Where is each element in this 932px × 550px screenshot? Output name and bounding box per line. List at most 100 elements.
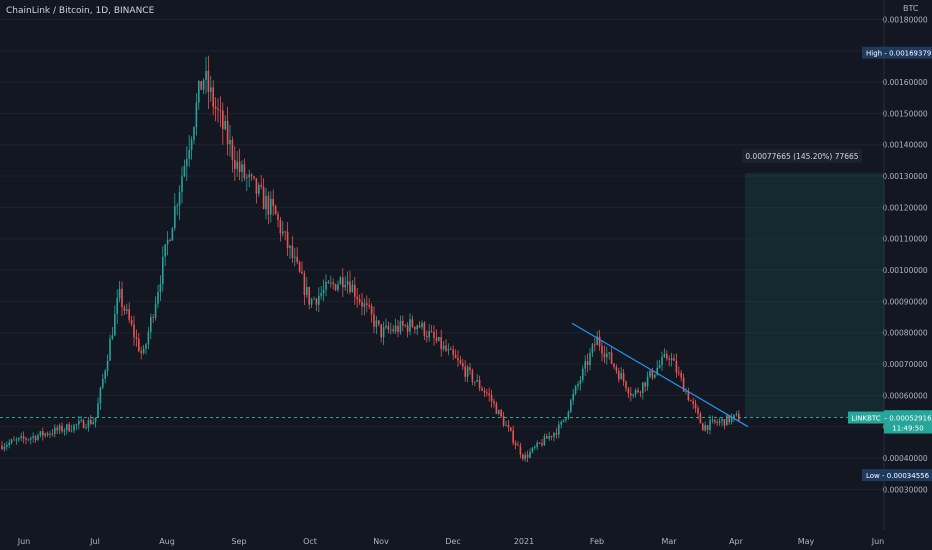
candle-body	[447, 349, 450, 351]
candle-body	[207, 70, 210, 92]
candle-body	[536, 442, 538, 448]
candle-body	[147, 332, 150, 345]
candle-body	[164, 244, 166, 257]
candle-body	[205, 70, 207, 80]
last-price-label: - 0.00052916	[884, 415, 932, 423]
candle-body	[560, 421, 562, 425]
candle-body	[318, 295, 320, 305]
candle-body	[97, 403, 99, 418]
candle-body	[126, 309, 128, 311]
candle-body	[728, 415, 730, 423]
candle-body	[421, 322, 423, 328]
candle-body	[183, 165, 186, 177]
candle-body	[682, 377, 685, 392]
candle-body	[171, 228, 174, 241]
candle-body	[428, 331, 430, 338]
candle-body	[78, 421, 80, 425]
candle-body	[39, 431, 42, 436]
candle-body	[445, 345, 447, 351]
candle-body	[198, 81, 200, 103]
candle-body	[625, 381, 627, 389]
candle-body	[22, 436, 25, 439]
candle-body	[514, 442, 517, 446]
candle-body	[70, 430, 73, 432]
candle-body	[229, 140, 231, 145]
countdown-label: 11:49:50	[892, 425, 923, 433]
candle-body	[524, 454, 526, 460]
candle-body	[718, 421, 721, 423]
candle-body	[226, 120, 229, 145]
candle-body	[399, 320, 402, 333]
candle-body	[246, 177, 248, 179]
candle-body	[440, 337, 442, 350]
candle-body	[716, 422, 718, 423]
y-tick-label: 0.00140000	[882, 141, 928, 150]
candle-body	[654, 374, 656, 378]
candle-body	[267, 196, 270, 215]
candle-body	[342, 277, 344, 288]
candle-body	[102, 378, 104, 388]
candle-body	[577, 384, 579, 387]
candle-body	[637, 390, 639, 392]
candle-body	[109, 338, 111, 361]
candle-body	[296, 256, 298, 263]
candle-body	[51, 433, 54, 435]
candle-body	[241, 164, 243, 172]
candle-body	[378, 320, 380, 325]
candle-body	[709, 420, 711, 430]
candle-body	[169, 240, 171, 241]
candle-body	[234, 160, 236, 169]
candle-body	[193, 127, 195, 140]
candle-body	[212, 87, 214, 107]
candle-body	[661, 357, 663, 366]
candle-body	[128, 309, 130, 320]
candle-body	[255, 178, 258, 194]
candle-body	[135, 337, 138, 339]
candle-body	[10, 439, 13, 443]
candle-body	[639, 391, 642, 393]
candle-body	[615, 366, 618, 372]
candle-body	[642, 382, 644, 393]
x-tick-label: May	[798, 537, 815, 546]
candle-body	[546, 436, 548, 439]
candle-body	[15, 439, 18, 441]
x-tick-label: Dec	[445, 537, 460, 546]
candle-body	[464, 366, 466, 377]
candle-body	[517, 445, 519, 446]
candle-body	[730, 417, 733, 423]
candle-body	[265, 196, 267, 209]
candle-body	[450, 349, 452, 350]
candle-body	[591, 344, 594, 353]
candle-body	[154, 303, 157, 318]
candle-body	[430, 331, 433, 332]
candle-body	[121, 288, 123, 308]
candle-body	[361, 301, 363, 307]
x-tick-label: Apr	[729, 537, 744, 546]
y-tick-label: 0.00040000	[882, 454, 928, 463]
candle-body	[116, 298, 118, 315]
candle-body	[656, 367, 658, 375]
candle-body	[306, 287, 308, 296]
candle-body	[663, 353, 666, 358]
candle-body	[80, 420, 82, 422]
candle-body	[337, 284, 339, 291]
candle-body	[90, 419, 92, 425]
candle-body	[651, 370, 654, 378]
candle-body	[380, 324, 382, 338]
candle-body	[411, 319, 414, 327]
candle-body	[596, 336, 598, 346]
candle-body	[344, 284, 346, 288]
candle-body	[608, 352, 610, 354]
candle-body	[486, 392, 488, 394]
x-tick-label: 2021	[514, 537, 534, 546]
target-label-bg	[742, 148, 862, 163]
candle-body	[423, 322, 426, 337]
x-tick-label: Oct	[303, 537, 317, 546]
candle-body	[138, 338, 140, 352]
candle-body	[46, 433, 49, 435]
x-tick-label: Jun	[871, 537, 885, 546]
candle-body	[692, 401, 694, 404]
candle-body	[286, 231, 289, 248]
candle-body	[699, 413, 702, 424]
